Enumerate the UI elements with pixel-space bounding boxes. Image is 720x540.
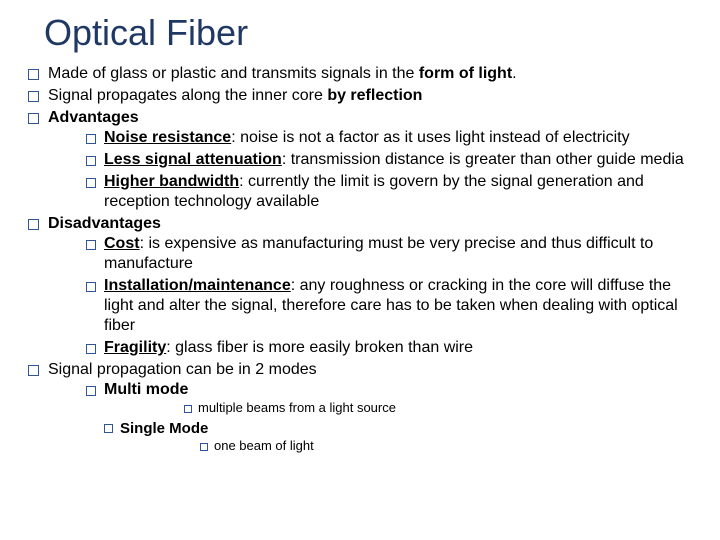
- text: multiple beams from a light source: [198, 400, 396, 415]
- list-item: Cost: is expensive as manufacturing must…: [76, 234, 700, 274]
- text: : transmission distance is greater than …: [282, 151, 684, 168]
- text: : noise is not a factor as it uses light…: [231, 129, 629, 146]
- list-item: Signal propagates along the inner core b…: [20, 86, 700, 106]
- bullet-list: Made of glass or plastic and transmits s…: [20, 64, 700, 455]
- sub-sub-list: multiple beams from a light source: [176, 400, 700, 417]
- sub-list: Noise resistance: noise is not a factor …: [76, 128, 700, 212]
- slide-title: Optical Fiber: [44, 12, 700, 54]
- list-item: Advantages Noise resistance: noise is no…: [20, 108, 700, 212]
- bold-under-text: Less signal attenuation: [104, 151, 282, 168]
- text: : is expensive as manufacturing must be …: [104, 235, 653, 272]
- list-item: Noise resistance: noise is not a factor …: [76, 128, 700, 148]
- list-item: Fragility: glass fiber is more easily br…: [76, 338, 700, 358]
- list-item: Signal propagation can be in 2 modes Mul…: [20, 360, 700, 455]
- sub-list: Multi mode multiple beams from a light s…: [76, 380, 700, 417]
- list-item: Higher bandwidth: currently the limit is…: [76, 172, 700, 212]
- bold-text: Disadvantages: [48, 215, 161, 232]
- bold-text: Multi mode: [104, 381, 188, 398]
- sub-sub-list: one beam of light: [192, 438, 700, 455]
- bold-text: Single Mode: [120, 420, 208, 437]
- bold-text: Advantages: [48, 109, 139, 126]
- text: one beam of light: [214, 438, 314, 453]
- bold-under-text: Fragility: [104, 339, 166, 356]
- bold-under-text: Noise resistance: [104, 129, 231, 146]
- slide: Optical Fiber Made of glass or plastic a…: [0, 0, 720, 540]
- list-item: multiple beams from a light source: [176, 400, 700, 417]
- list-item: Multi mode multiple beams from a light s…: [76, 380, 700, 417]
- text: Signal propagation can be in 2 modes: [48, 361, 317, 378]
- bold-text: form of light: [419, 65, 512, 82]
- bold-text: by reflection: [327, 87, 422, 104]
- list-item: one beam of light: [192, 438, 700, 455]
- sub-list: Cost: is expensive as manufacturing must…: [76, 234, 700, 358]
- list-item: Installation/maintenance: any roughness …: [76, 276, 700, 336]
- text: : glass fiber is more easily broken than…: [166, 339, 473, 356]
- text: Signal propagates along the inner core: [48, 87, 327, 104]
- text: .: [512, 65, 516, 82]
- sub-list: Single Mode one beam of light: [96, 419, 700, 455]
- list-item: Made of glass or plastic and transmits s…: [20, 64, 700, 84]
- bold-under-text: Installation/maintenance: [104, 277, 291, 294]
- bold-under-text: Higher bandwidth: [104, 173, 239, 190]
- list-item: Disadvantages Cost: is expensive as manu…: [20, 214, 700, 358]
- bold-under-text: Cost: [104, 235, 140, 252]
- list-item: Single Mode one beam of light: [96, 419, 700, 455]
- list-item: Less signal attenuation: transmission di…: [76, 150, 700, 170]
- text: Made of glass or plastic and transmits s…: [48, 65, 419, 82]
